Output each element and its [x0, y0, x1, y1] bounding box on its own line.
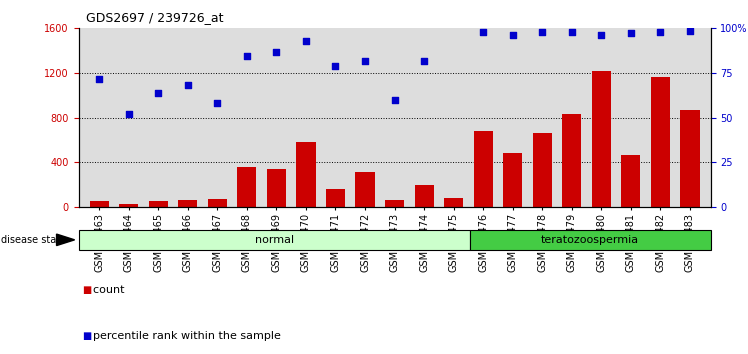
Bar	[149, 201, 168, 207]
Point	[300, 38, 312, 44]
Bar	[355, 172, 375, 207]
Text: teratozoospermia: teratozoospermia	[541, 235, 640, 245]
Bar	[90, 201, 108, 207]
Point	[271, 49, 283, 55]
Text: percentile rank within the sample: percentile rank within the sample	[86, 331, 281, 341]
Bar	[326, 189, 345, 207]
Point	[595, 32, 607, 38]
Bar	[592, 71, 611, 207]
Bar	[414, 185, 434, 207]
Point	[625, 30, 637, 36]
Text: GDS2697 / 239726_at: GDS2697 / 239726_at	[86, 11, 224, 24]
Bar	[208, 199, 227, 207]
Point	[418, 58, 430, 64]
Bar	[562, 114, 581, 207]
Bar	[79, 230, 470, 250]
Bar	[296, 142, 316, 207]
Text: disease state: disease state	[1, 235, 67, 245]
Bar	[470, 230, 711, 250]
Text: ■: ■	[82, 331, 91, 341]
Bar	[267, 169, 286, 207]
Point	[212, 100, 224, 106]
Bar	[237, 167, 257, 207]
Text: ■: ■	[82, 285, 91, 295]
Point	[477, 29, 489, 34]
Point	[536, 29, 548, 34]
Bar	[119, 204, 138, 207]
Bar	[622, 155, 640, 207]
Point	[330, 63, 342, 69]
Bar	[178, 200, 197, 207]
Bar	[385, 200, 404, 207]
Point	[241, 53, 253, 59]
Point	[654, 29, 666, 34]
Text: count: count	[86, 285, 124, 295]
Point	[123, 112, 135, 117]
Bar	[444, 198, 463, 207]
Text: normal: normal	[254, 235, 294, 245]
Polygon shape	[57, 234, 75, 246]
Bar	[533, 133, 552, 207]
Point	[182, 82, 194, 88]
Point	[153, 90, 165, 96]
Point	[94, 76, 105, 81]
Point	[389, 97, 401, 103]
Bar	[651, 78, 670, 207]
Point	[565, 29, 577, 34]
Bar	[473, 131, 493, 207]
Point	[684, 28, 696, 33]
Point	[506, 32, 518, 38]
Point	[359, 58, 371, 64]
Bar	[503, 154, 522, 207]
Bar	[681, 110, 699, 207]
